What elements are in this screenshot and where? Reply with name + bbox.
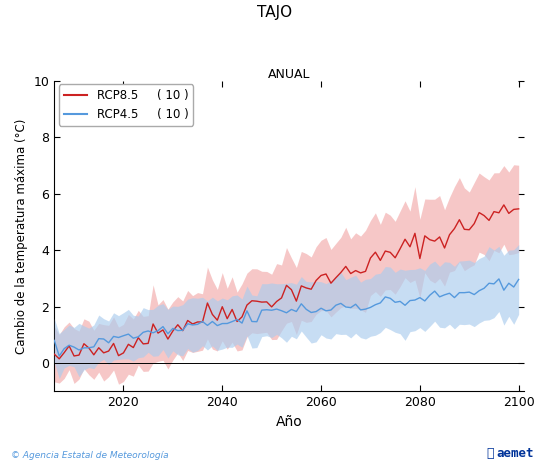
Text: ⓘ: ⓘ xyxy=(487,447,494,460)
Y-axis label: Cambio de la temperatura máxima (°C): Cambio de la temperatura máxima (°C) xyxy=(15,118,28,354)
Legend: RCP8.5     ( 10 ), RCP4.5     ( 10 ): RCP8.5 ( 10 ), RCP4.5 ( 10 ) xyxy=(59,84,193,126)
Text: TAJO: TAJO xyxy=(257,5,293,19)
Text: © Agencia Estatal de Meteorología: © Agencia Estatal de Meteorología xyxy=(11,451,169,460)
Text: aemet: aemet xyxy=(496,447,534,460)
X-axis label: Año: Año xyxy=(276,414,303,429)
Title: ANUAL: ANUAL xyxy=(268,68,310,81)
